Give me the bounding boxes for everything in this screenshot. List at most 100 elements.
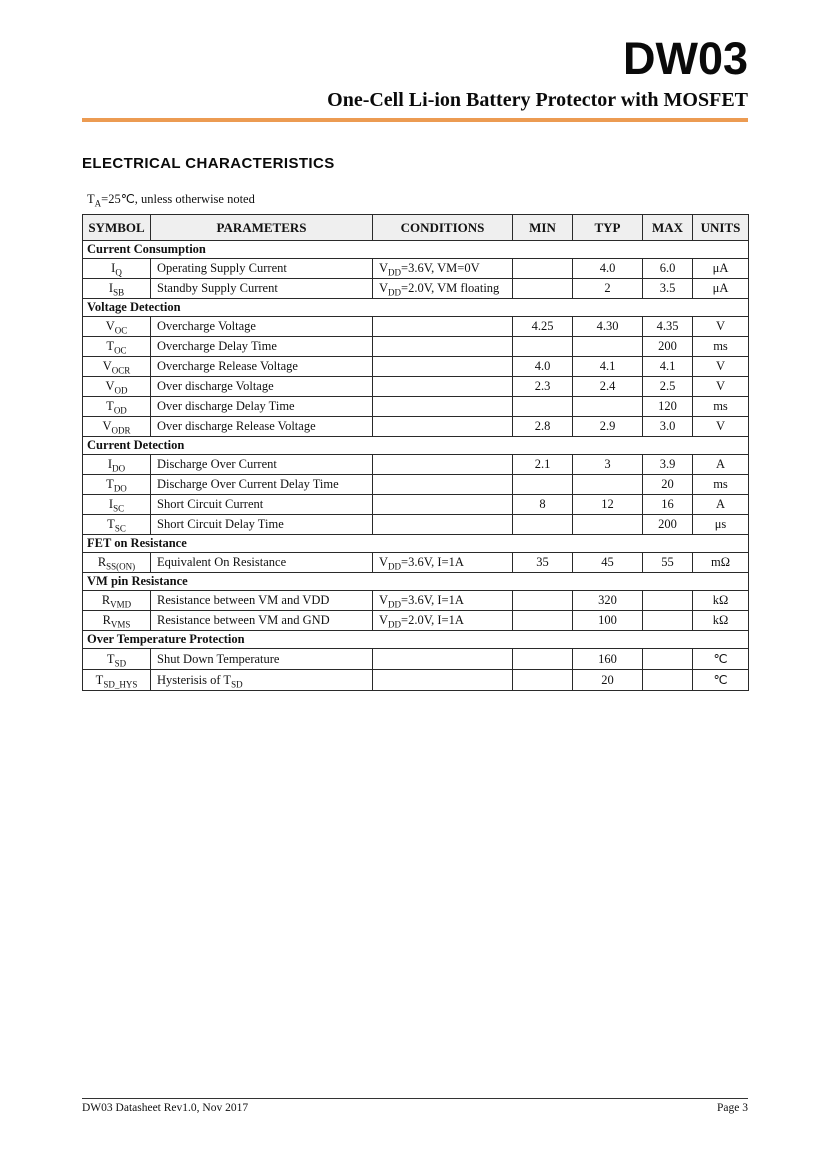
table-body: Current Consumption IQ Operating Supply Cu… [82, 240, 749, 691]
accent-rule [82, 118, 748, 122]
units-cell: ms [692, 474, 749, 495]
typ-cell: 4.30 [572, 316, 643, 337]
symbol-cell: ISB [82, 278, 151, 299]
min-cell [512, 514, 573, 535]
conditions-cell [372, 514, 513, 535]
parameter-cell: Standby Supply Current [150, 278, 373, 299]
symbol-cell: TSD [82, 648, 151, 670]
typ-cell: 2.4 [572, 376, 643, 397]
conditions-cell: VDD=3.6V, I=1A [372, 552, 513, 573]
section-title-cell: Current Detection [82, 436, 749, 455]
symbol-cell: RVMS [82, 610, 151, 631]
conditions-cell [372, 454, 513, 475]
page-subtitle: One-Cell Li-ion Battery Protector with M… [327, 89, 748, 111]
symbol-cell: TDO [82, 474, 151, 495]
table-header-cell: MAX [642, 214, 693, 241]
min-cell [512, 396, 573, 417]
min-cell [512, 610, 573, 631]
data-row: TSC Short Circuit Delay Time 200 μs [82, 514, 749, 535]
max-cell: 3.9 [642, 454, 693, 475]
data-row: VOCR Overcharge Release Voltage 4.0 4.1 4.1 V [82, 356, 749, 377]
parameter-cell: Over discharge Release Voltage [150, 416, 373, 437]
table-header-cell: SYMBOL [82, 214, 151, 241]
max-cell: 55 [642, 552, 693, 573]
typ-cell [572, 474, 643, 495]
conditions-cell [372, 669, 513, 691]
section-heading: ELECTRICAL CHARACTERISTICS [82, 155, 335, 172]
typ-cell: 100 [572, 610, 643, 631]
conditions-cell [372, 396, 513, 417]
data-row: VOD Over discharge Voltage 2.3 2.4 2.5 V [82, 376, 749, 397]
conditions-cell: VDD=2.0V, VM floating [372, 278, 513, 299]
parameter-cell: Resistance between VM and GND [150, 610, 373, 631]
max-cell: 20 [642, 474, 693, 495]
symbol-cell: IQ [82, 258, 151, 279]
conditions-cell [372, 474, 513, 495]
conditions-cell: VDD=3.6V, VM=0V [372, 258, 513, 279]
symbol-cell: RVMD [82, 590, 151, 611]
max-cell: 4.1 [642, 356, 693, 377]
section-title-cell: FET on Resistance [82, 534, 749, 553]
data-row: RSS(ON) Equivalent On Resistance VDD=3.6V,… [82, 552, 749, 573]
symbol-cell: TSD_HYS [82, 669, 151, 691]
min-cell: 4.25 [512, 316, 573, 337]
parameter-cell: Overcharge Voltage [150, 316, 373, 337]
data-row: TSD_HYS Hysterisis of TSD 20 ℃ [82, 669, 749, 691]
parameter-cell: Short Circuit Delay Time [150, 514, 373, 535]
table-header-cell: CONDITIONS [372, 214, 513, 241]
data-row: ISC Short Circuit Current 8 12 16 A [82, 494, 749, 515]
data-row: TDO Discharge Over Current Delay Time 20 ms [82, 474, 749, 495]
parameter-cell: Overcharge Delay Time [150, 336, 373, 357]
conditions-cell: VDD=3.6V, I=1A [372, 590, 513, 611]
table-header-cell: UNITS [692, 214, 749, 241]
units-cell: ℃ [692, 669, 749, 691]
section-title-cell: Voltage Detection [82, 298, 749, 317]
footer: DW03 Datasheet Rev1.0, Nov 2017 Page 3 [82, 1098, 748, 1114]
parameter-cell: Discharge Over Current [150, 454, 373, 475]
conditions-cell [372, 336, 513, 357]
parameter-cell: Over discharge Voltage [150, 376, 373, 397]
symbol-cell: VOD [82, 376, 151, 397]
parameter-cell: Short Circuit Current [150, 494, 373, 515]
max-cell: 200 [642, 514, 693, 535]
section-row: Over Temperature Protection [82, 630, 749, 649]
units-cell: ms [692, 396, 749, 417]
max-cell: 2.5 [642, 376, 693, 397]
conditions-cell [372, 648, 513, 670]
section-row: Current Consumption [82, 240, 749, 259]
parameter-cell: Discharge Over Current Delay Time [150, 474, 373, 495]
parameter-cell: Resistance between VM and VDD [150, 590, 373, 611]
min-cell [512, 258, 573, 279]
min-cell [512, 474, 573, 495]
data-row: ISB Standby Supply Current VDD=2.0V, VM fl… [82, 278, 749, 299]
symbol-cell: VODR [82, 416, 151, 437]
typ-cell [572, 336, 643, 357]
conditions-cell [372, 494, 513, 515]
symbol-cell: TSC [82, 514, 151, 535]
units-cell: A [692, 494, 749, 515]
typ-cell [572, 514, 643, 535]
max-cell [642, 590, 693, 611]
max-cell: 3.5 [642, 278, 693, 299]
min-cell: 2.3 [512, 376, 573, 397]
data-row: IDO Discharge Over Current 2.1 3 3.9 A [82, 454, 749, 475]
conditions-cell [372, 316, 513, 337]
electrical-characteristics-table: SYMBOL PARAMETERS CONDITIONS MIN TYP MAX UNITS… [82, 214, 749, 691]
min-cell [512, 278, 573, 299]
section-title-cell: Over Temperature Protection [82, 630, 749, 649]
units-cell: kΩ [692, 610, 749, 631]
data-row: TOC Overcharge Delay Time 200 ms [82, 336, 749, 357]
units-cell: V [692, 376, 749, 397]
parameter-cell: Shut Down Temperature [150, 648, 373, 670]
units-cell: μA [692, 258, 749, 279]
section-title-cell: VM pin Resistance [82, 572, 749, 591]
section-row: FET on Resistance [82, 534, 749, 553]
units-cell: V [692, 356, 749, 377]
data-row: IQ Operating Supply Current VDD=3.6V, VM=0… [82, 258, 749, 279]
data-row: RVMS Resistance between VM and GND VDD=2.0… [82, 610, 749, 631]
table-header-row: SYMBOL PARAMETERS CONDITIONS MIN TYP MAX UNITS [82, 214, 749, 241]
min-cell: 35 [512, 552, 573, 573]
symbol-cell: ISC [82, 494, 151, 515]
max-cell: 3.0 [642, 416, 693, 437]
data-row: RVMD Resistance between VM and VDD VDD=3.6… [82, 590, 749, 611]
